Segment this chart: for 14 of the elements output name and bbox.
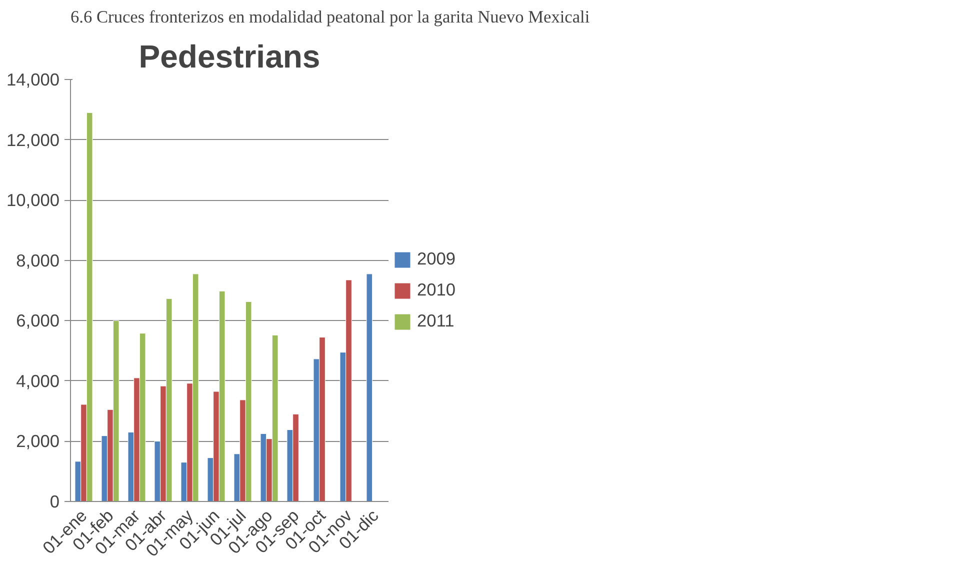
- chart-title: Pedestrians: [138, 38, 320, 74]
- legend-label: 2010: [417, 280, 456, 300]
- legend-label: 2011: [417, 310, 454, 332]
- y-tick-label: 14,000: [6, 70, 60, 90]
- y-tick-label: 10,000: [6, 190, 60, 210]
- y-tick-label: 0: [50, 492, 60, 512]
- y-tick-label: 4,000: [16, 370, 60, 391]
- y-tick-label: 2,000: [16, 431, 60, 452]
- y-tick-label: 8,000: [16, 250, 60, 270]
- bar: [366, 274, 373, 502]
- y-tick-label: 6,000: [16, 310, 60, 331]
- legend-label: 2009: [417, 248, 456, 270]
- text: 6.6 Cruces fronterizos en modalidad peatonal por la garita Nuevo Mexicali: [70, 8, 590, 26]
- y-tick-label: 12,000: [6, 130, 60, 150]
